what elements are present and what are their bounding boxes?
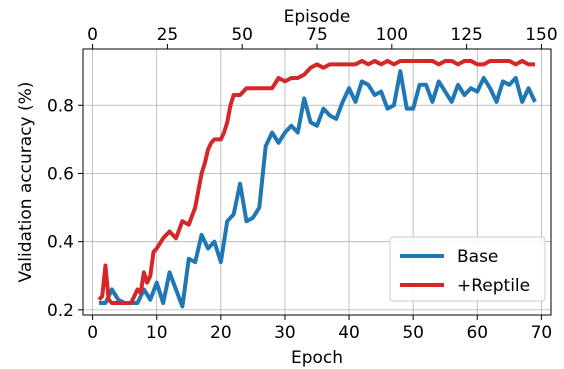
y-axis-label: Validation accuracy (%) xyxy=(16,82,36,283)
x-tick-label: 70 xyxy=(531,323,553,343)
top-x-tick-label: 50 xyxy=(231,25,253,45)
top-x-tick-label: 100 xyxy=(376,25,408,45)
series-layer xyxy=(97,58,537,309)
top-x-axis-label: Episode xyxy=(284,7,351,27)
x-tick-label: 50 xyxy=(402,323,424,343)
legend-label-reptile: +Reptile xyxy=(457,276,530,296)
top-x-tick-label: 125 xyxy=(450,25,482,45)
y-tick-label: 0.6 xyxy=(47,164,74,184)
x-tick-label: 20 xyxy=(210,323,232,343)
x-tick-label: 10 xyxy=(146,323,168,343)
tick-marks xyxy=(78,44,542,320)
y-tick-label: 0.8 xyxy=(47,96,74,116)
x-tick-label: 40 xyxy=(338,323,360,343)
top-x-tick-label: 75 xyxy=(306,25,328,45)
tick-labels: 0 10 20 30 40 50 60 70 0 25 50 75 100 125 150 0.2 0.4 0.6… xyxy=(47,25,558,343)
top-x-tick-label: 150 xyxy=(525,25,557,45)
legend: Base +Reptile xyxy=(389,236,546,302)
series-line-reptile xyxy=(97,58,535,306)
top-x-tick-label: 0 xyxy=(87,25,98,45)
series-line-base xyxy=(99,69,537,309)
x-tick-label: 60 xyxy=(466,323,488,343)
top-x-tick-label: 25 xyxy=(157,25,179,45)
y-tick-label: 0.2 xyxy=(47,301,74,321)
legend-label-base: Base xyxy=(457,247,498,267)
x-tick-label: 30 xyxy=(274,323,296,343)
x-tick-label: 0 xyxy=(87,323,98,343)
y-tick-label: 0.4 xyxy=(47,233,74,253)
x-axis-label: Epoch xyxy=(291,348,343,368)
